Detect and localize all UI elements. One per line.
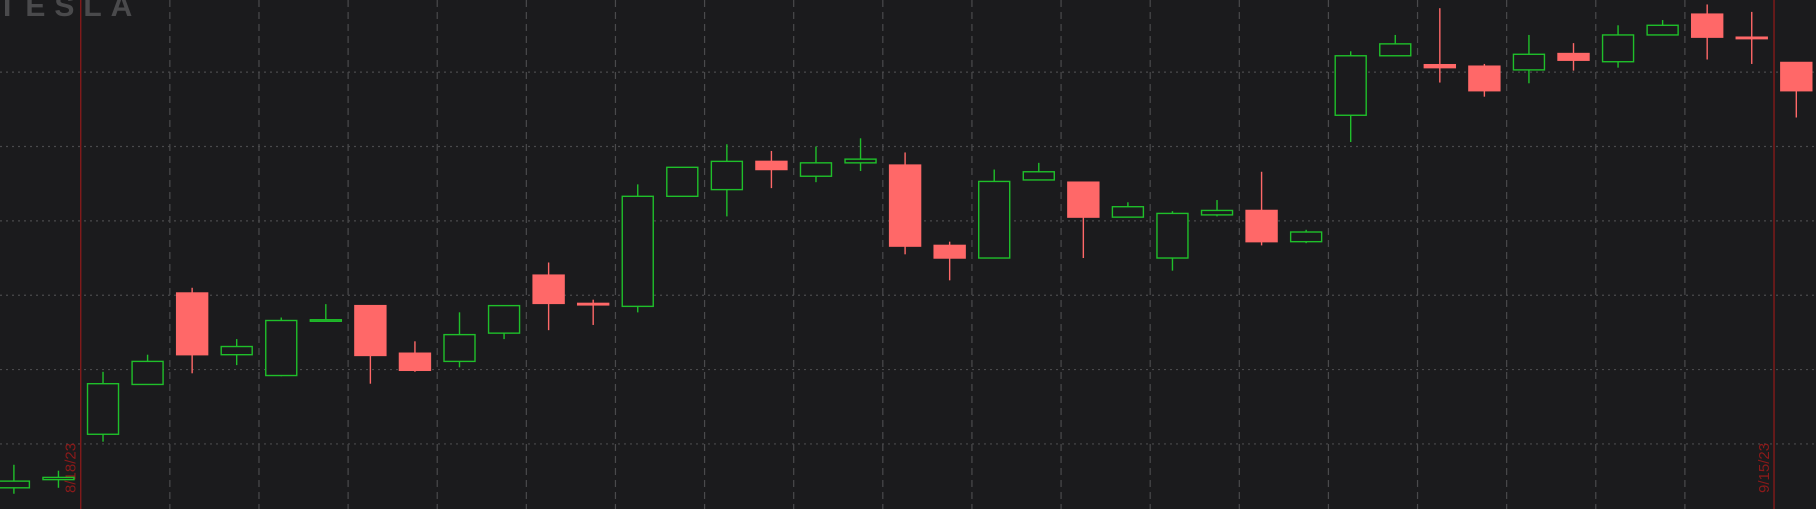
candle <box>1111 202 1145 218</box>
candle <box>1468 63 1501 97</box>
candle <box>532 262 565 331</box>
candle <box>42 470 75 488</box>
candle-body <box>487 304 521 334</box>
candle <box>844 138 877 172</box>
candle <box>220 339 253 366</box>
candle-body <box>1780 61 1813 92</box>
candle-body <box>1646 24 1679 36</box>
candle <box>888 152 922 255</box>
candle-body <box>220 345 253 356</box>
candle-body <box>799 162 833 177</box>
candle-body <box>888 164 922 247</box>
candle-body <box>354 304 387 357</box>
candle-body <box>1468 65 1501 92</box>
candle-body <box>0 480 31 489</box>
candle <box>1200 200 1234 217</box>
candle <box>354 304 387 384</box>
candle-body <box>265 319 298 377</box>
candle-body <box>621 195 654 308</box>
date-marker-label: 8/18/23 <box>63 443 80 493</box>
candle <box>1735 11 1768 64</box>
candle-body <box>175 292 209 356</box>
candle-body <box>1334 55 1367 116</box>
watermark-title: TESLA <box>0 0 141 23</box>
candle <box>0 464 31 494</box>
candle <box>175 287 209 374</box>
candle-body <box>532 274 565 305</box>
candle-body <box>1022 171 1055 181</box>
candle <box>443 312 476 368</box>
candle <box>755 150 788 189</box>
candle <box>487 304 521 340</box>
candle-body <box>1423 63 1457 69</box>
candle-body <box>131 360 164 386</box>
candle-body <box>1690 13 1724 38</box>
candle <box>666 166 699 198</box>
candle-body <box>1512 53 1546 71</box>
candle-body <box>1067 181 1100 218</box>
candle <box>1067 181 1100 259</box>
candle-body <box>1735 36 1768 40</box>
candle <box>1423 8 1457 83</box>
candle <box>799 146 833 183</box>
candle-body <box>443 333 476 363</box>
candle-body <box>666 166 699 198</box>
candle <box>933 241 966 281</box>
candle <box>978 169 1011 259</box>
candle <box>1780 61 1813 118</box>
candle-body <box>1289 231 1323 243</box>
candle <box>86 371 120 442</box>
candle <box>309 304 343 322</box>
date-marker-label: 9/15/23 <box>1756 443 1773 493</box>
candle <box>1334 51 1367 143</box>
candle-body <box>1111 206 1145 218</box>
candle-body <box>844 158 877 164</box>
candle <box>1245 171 1278 246</box>
candle <box>398 341 432 372</box>
candle-body <box>1200 209 1234 216</box>
candle <box>576 299 610 325</box>
candle <box>265 317 298 377</box>
candle <box>1557 43 1590 71</box>
candle-body <box>710 160 744 191</box>
candle <box>131 354 164 386</box>
candle-body <box>42 476 75 481</box>
candle <box>621 184 654 313</box>
candle-body <box>309 319 343 322</box>
candle <box>1690 4 1724 60</box>
candle-body <box>978 180 1011 259</box>
candle <box>1156 211 1189 271</box>
candle <box>1022 162 1055 181</box>
candle-body <box>1245 209 1278 243</box>
candle-body <box>398 352 432 372</box>
candle-body <box>1379 43 1412 57</box>
candle-body <box>1156 212 1189 259</box>
candle-body <box>576 302 610 306</box>
candle-body <box>755 160 788 171</box>
candle-body <box>1601 34 1635 63</box>
candle-body <box>86 383 120 435</box>
candle-body <box>933 244 966 259</box>
candle-body <box>1557 52 1590 61</box>
candle <box>1379 34 1412 57</box>
candle <box>1289 229 1323 244</box>
candle <box>1601 25 1635 68</box>
candle <box>1646 20 1679 36</box>
candle <box>710 144 744 217</box>
candle <box>1512 34 1546 84</box>
